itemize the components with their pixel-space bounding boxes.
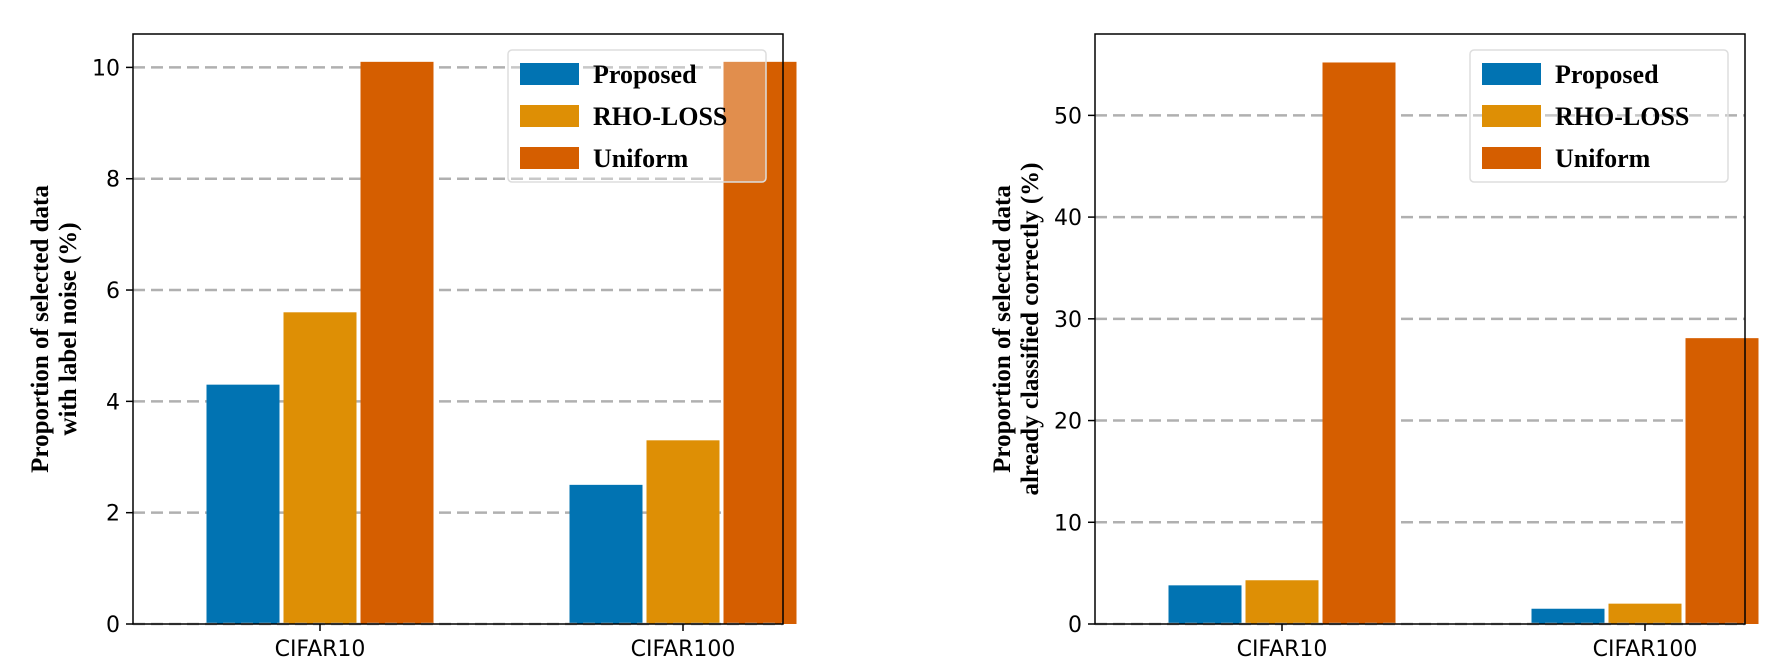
legend-label-rho-loss: RHO-LOSS (593, 102, 727, 131)
ytick-label-5: 50 (1054, 104, 1082, 129)
legend: Proposed RHO-LOSS Uniform (1469, 49, 1729, 183)
ytick-label-0: 0 (1068, 613, 1082, 638)
legend-label-rho-loss: RHO-LOSS (1555, 102, 1689, 131)
bar-cifar10-uniform (1322, 62, 1396, 624)
ytick-label-0: 0 (106, 613, 120, 638)
bar-cifar100-uniform (723, 61, 797, 624)
bar-cifar10-proposed (1168, 585, 1242, 624)
ytick-label-4: 40 (1054, 206, 1082, 231)
ytick-label-4: 8 (106, 168, 120, 193)
chart-panel-2: 0 10 20 30 40 50 CIFAR10 CIFAR100 Proportion of … (989, 33, 1759, 662)
ytick-label-3: 30 (1054, 308, 1082, 333)
bar-cifar10-rho-loss (1245, 580, 1319, 624)
chart-panel-1: 0 2 4 6 8 10 CIFAR10 CIFAR100 Proportion of sele… (27, 33, 797, 662)
xtick-label-0: CIFAR10 (275, 637, 366, 662)
ytick-label-1: 2 (106, 502, 120, 527)
legend-label-uniform: Uniform (593, 144, 689, 173)
legend-swatch-rho-loss (520, 105, 579, 127)
xtick-label-1: CIFAR100 (631, 637, 736, 662)
ytick-label-2: 20 (1054, 410, 1082, 435)
legend-label-proposed: Proposed (593, 60, 697, 89)
ytick-label-1: 10 (1054, 511, 1082, 536)
bar-cifar10-proposed (206, 384, 280, 624)
legend-swatch-proposed (520, 63, 579, 85)
plot-frame (1094, 33, 1746, 625)
bar-cifar100-rho-loss (1608, 603, 1682, 624)
plot-frame (132, 33, 784, 625)
legend-swatch-rho-loss (1482, 105, 1541, 127)
legend-swatch-uniform (1482, 147, 1541, 169)
xtick-label-0: CIFAR10 (1237, 637, 1328, 662)
bar-cifar10-rho-loss (283, 312, 357, 624)
ytick-label-5: 10 (92, 56, 120, 81)
bar-cifar100-uniform (1685, 338, 1759, 624)
y-axis-label-line-1: Proportion of selected data (27, 185, 54, 473)
legend-label-uniform: Uniform (1555, 144, 1651, 173)
legend-swatch-uniform (520, 147, 579, 169)
bar-cifar10-uniform (360, 61, 434, 624)
y-axis-label-line-2: already classified correctly (%) (1017, 162, 1044, 495)
legend: Proposed RHO-LOSS Uniform (507, 49, 767, 183)
ytick-label-2: 4 (106, 390, 120, 415)
bar-cifar100-proposed (569, 484, 643, 624)
legend-swatch-proposed (1482, 63, 1541, 85)
legend-label-proposed: Proposed (1555, 60, 1659, 89)
y-axis-label-line-2: with label noise (%) (55, 222, 82, 435)
bar-cifar100-proposed (1531, 608, 1605, 624)
y-axis-label-line-1: Proportion of selected data (989, 185, 1016, 473)
ytick-label-3: 6 (106, 279, 120, 304)
xtick-label-1: CIFAR100 (1593, 637, 1698, 662)
bar-cifar100-rho-loss (646, 440, 720, 624)
